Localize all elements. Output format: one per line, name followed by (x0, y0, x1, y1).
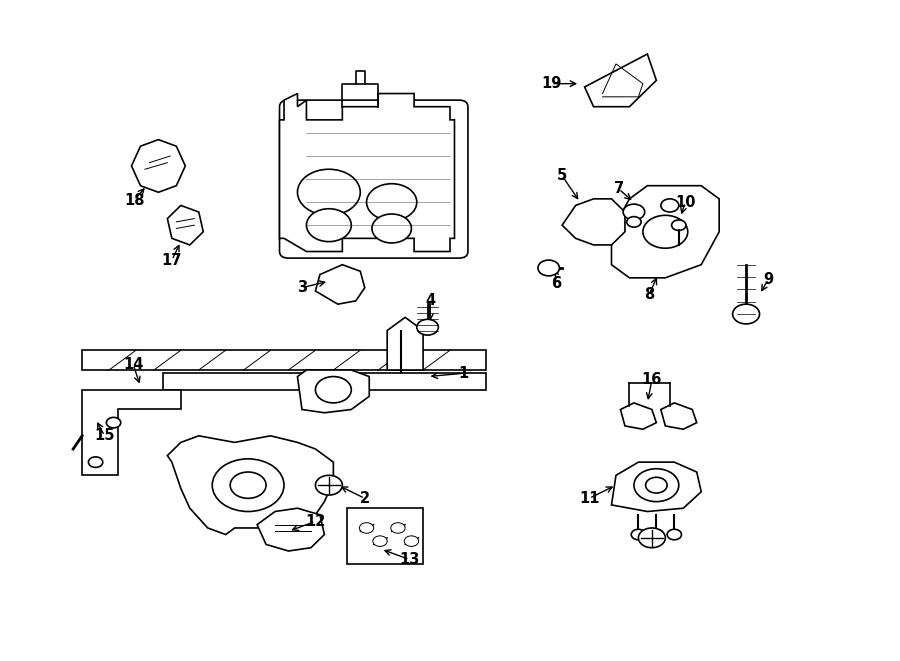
FancyBboxPatch shape (280, 100, 468, 258)
Circle shape (417, 319, 438, 335)
Text: 18: 18 (124, 192, 144, 208)
Polygon shape (298, 370, 369, 412)
Polygon shape (661, 403, 697, 429)
Circle shape (671, 220, 686, 231)
Text: 12: 12 (305, 514, 326, 529)
Text: 11: 11 (579, 491, 599, 506)
Text: 3: 3 (297, 280, 307, 295)
Circle shape (88, 457, 103, 467)
Circle shape (538, 260, 560, 276)
Polygon shape (82, 390, 181, 475)
Circle shape (391, 523, 405, 533)
Circle shape (298, 169, 360, 215)
Text: 7: 7 (614, 182, 624, 196)
Circle shape (306, 209, 351, 242)
Circle shape (733, 304, 760, 324)
Text: 15: 15 (94, 428, 115, 444)
Text: 2: 2 (360, 491, 370, 506)
Circle shape (631, 529, 645, 540)
Circle shape (645, 477, 667, 493)
Circle shape (623, 204, 644, 220)
Text: 9: 9 (763, 272, 774, 287)
Circle shape (643, 215, 688, 249)
Text: 13: 13 (400, 552, 419, 567)
Polygon shape (167, 206, 203, 245)
Polygon shape (315, 264, 365, 304)
Text: 8: 8 (644, 287, 654, 302)
Text: 4: 4 (425, 293, 436, 309)
Text: 19: 19 (541, 76, 562, 91)
Polygon shape (585, 54, 656, 106)
Circle shape (626, 217, 641, 227)
Circle shape (404, 536, 419, 547)
Circle shape (315, 475, 342, 495)
Polygon shape (611, 186, 719, 278)
Circle shape (366, 184, 417, 221)
Circle shape (315, 377, 351, 403)
Text: 14: 14 (123, 357, 143, 372)
Circle shape (359, 523, 374, 533)
Text: 6: 6 (551, 276, 561, 291)
Circle shape (638, 528, 665, 548)
Polygon shape (387, 317, 423, 370)
Polygon shape (562, 199, 625, 245)
Text: 17: 17 (162, 253, 182, 268)
Polygon shape (620, 403, 656, 429)
Circle shape (372, 214, 411, 243)
Text: 1: 1 (458, 366, 469, 381)
Polygon shape (167, 436, 333, 535)
Polygon shape (82, 350, 486, 370)
Circle shape (661, 199, 679, 212)
Polygon shape (131, 139, 185, 192)
Circle shape (667, 529, 681, 540)
Polygon shape (257, 508, 324, 551)
Circle shape (649, 529, 663, 540)
Circle shape (230, 472, 266, 498)
Polygon shape (611, 462, 701, 512)
Circle shape (373, 536, 387, 547)
Polygon shape (163, 373, 486, 390)
Circle shape (106, 417, 121, 428)
Text: 10: 10 (675, 194, 696, 210)
Polygon shape (280, 94, 454, 252)
Text: 5: 5 (557, 169, 567, 183)
Text: 16: 16 (642, 372, 662, 387)
Circle shape (634, 469, 679, 502)
Circle shape (212, 459, 284, 512)
FancyBboxPatch shape (346, 508, 423, 564)
